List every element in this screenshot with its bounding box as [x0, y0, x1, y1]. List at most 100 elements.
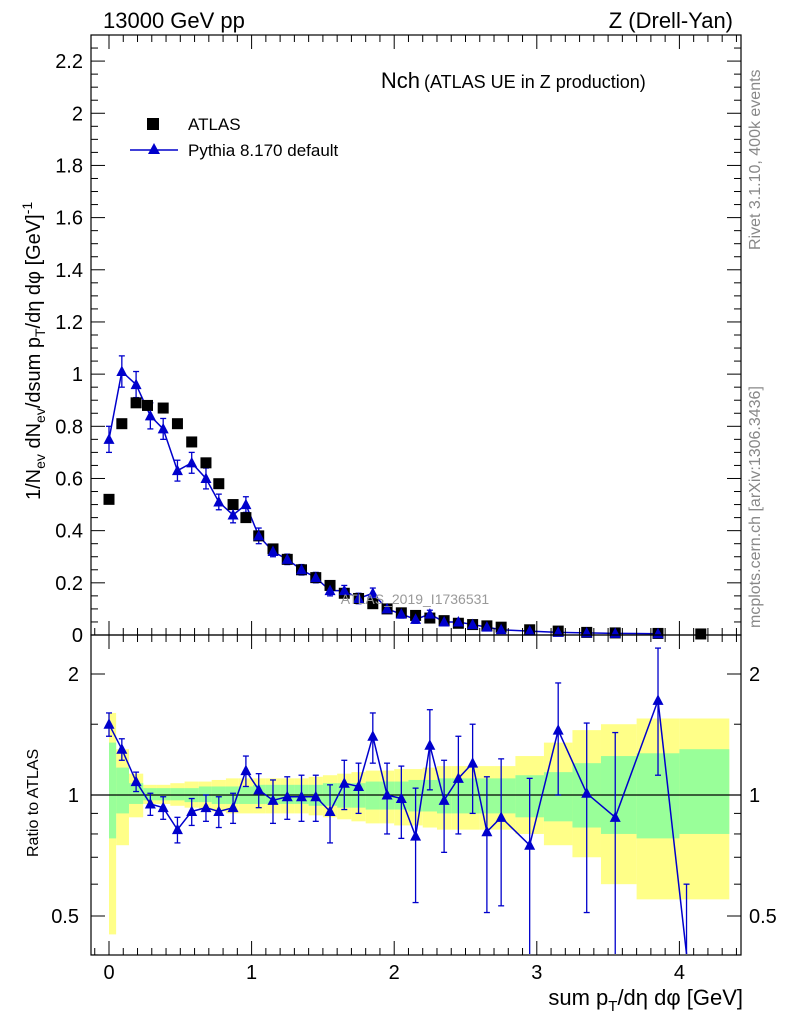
- pythia-ratio-point: [310, 790, 322, 802]
- stat-band-segment: [116, 767, 129, 814]
- pythia-ratio-point: [552, 724, 564, 735]
- ratio-panel: 0 1 2 3 4 0.5 0.5 1 1 2 2 Ratio to ATLAS sum pT/dη…: [25, 634, 777, 1015]
- legend: ATLAS Pythia 8.170 default: [130, 115, 339, 160]
- pythia-data-point: [481, 621, 493, 632]
- pythia-ratio-point: [157, 801, 169, 813]
- pythia-data-point: [171, 464, 183, 476]
- pythia-data-point: [495, 623, 507, 635]
- pythia-ratio-point: [281, 790, 293, 802]
- ratio-y-tick-label-right: 0.5: [749, 906, 777, 928]
- stat-band-segment: [494, 778, 516, 814]
- pythia-data-point: [324, 584, 336, 596]
- atlas-data-point: [103, 493, 115, 505]
- x-tick-label: 0: [103, 962, 114, 984]
- stat-band-segment: [156, 788, 171, 801]
- main-y-tick-label: 1.4: [55, 260, 83, 282]
- pythia-ratio-point: [253, 783, 265, 795]
- pythia-data-point: [338, 584, 350, 596]
- pythia-data-point: [213, 495, 225, 507]
- x-axis-label: sum pT/dη dφ [GeV]: [548, 985, 743, 1015]
- ratio-y-tick-label-right: 1: [749, 785, 760, 807]
- pythia-data-point: [438, 615, 450, 627]
- pythia-data-point: [130, 378, 142, 390]
- pythia-data-point: [186, 456, 198, 468]
- energy-label: 13000 GeV pp: [103, 8, 245, 33]
- main-y-tick-label: 1: [72, 364, 83, 386]
- pythia-data-point: [310, 571, 322, 583]
- atlas-data-point: [695, 628, 707, 640]
- pythia-ratio-point: [186, 805, 198, 816]
- pythia-data-point: [452, 615, 464, 627]
- process-label: Z (Drell-Yan): [609, 8, 733, 33]
- pythia-ratio-point: [381, 789, 393, 800]
- pythia-data-point: [552, 626, 564, 637]
- atlas-data-point: [130, 397, 142, 409]
- pythia-data-point: [281, 553, 293, 564]
- pythia-ratio-point: [410, 830, 422, 841]
- pythia-ratio-point: [438, 794, 450, 805]
- main-y-tick-label: 0.2: [55, 573, 83, 595]
- pythia-ratio-point: [609, 811, 621, 822]
- pythia-data-point: [253, 529, 265, 541]
- atlas-data-point: [200, 457, 212, 469]
- atlas-data-point: [116, 418, 128, 430]
- atlas-data-point: [171, 418, 183, 430]
- pythia-data-point: [116, 365, 128, 377]
- stat-band-segment: [422, 779, 437, 812]
- source-label: mcplots.cern.ch [arXiv:1306.3436]: [747, 386, 764, 628]
- x-tick-label: 3: [531, 962, 542, 984]
- pythia-data-point: [524, 625, 536, 636]
- atlas-data-point: [157, 402, 169, 414]
- pythia-ratio-point: [467, 757, 479, 768]
- main-y-tick-label: 0: [72, 625, 83, 647]
- stat-band-segment: [143, 788, 157, 801]
- pythia-ratio-point: [227, 801, 239, 813]
- main-y-tick-label: 1.2: [55, 312, 83, 334]
- pythia-data-point: [467, 618, 479, 630]
- stat-band-segment: [109, 742, 117, 839]
- atlas-data-point: [186, 436, 198, 448]
- pythia-data-point: [240, 498, 252, 510]
- pythia-data-point: [267, 545, 279, 557]
- pythia-ratio-point: [353, 780, 365, 791]
- pythia-ratio-point: [395, 792, 407, 804]
- pythia-ratio-point: [116, 743, 128, 754]
- atlas-data-point: [213, 478, 225, 490]
- pythia-data-point: [410, 613, 422, 624]
- pythia-data-point: [200, 472, 212, 483]
- rivet-version-label: Rivet 3.1.10, 400k events: [747, 69, 764, 250]
- pythia-ratio-point: [200, 801, 212, 813]
- pythia-ratio-point: [213, 805, 225, 816]
- pythia-data-point: [424, 608, 436, 619]
- stat-band-segment: [679, 749, 730, 834]
- pythia-ratio-point: [240, 764, 252, 776]
- x-tick-label: 4: [674, 962, 685, 984]
- plot-subtitle: (ATLAS UE in Z production): [424, 72, 646, 92]
- pythia-data-point: [144, 409, 156, 421]
- pythia-data-point: [381, 602, 393, 614]
- stat-band-segment: [198, 786, 212, 803]
- pythia-ratio-point: [452, 772, 464, 783]
- pythia-ratio-point: [103, 718, 115, 729]
- legend-pythia-label: Pythia 8.170 default: [188, 141, 339, 160]
- legend-atlas-label: ATLAS: [188, 115, 241, 134]
- atlas-data-point: [142, 399, 154, 411]
- pythia-data-point: [395, 608, 407, 619]
- pythia-ratio-point: [524, 839, 536, 850]
- pythia-ratio-point: [367, 730, 379, 741]
- ratio-y-axis-label: Ratio to ATLAS: [25, 749, 42, 857]
- ratio-y-tick-label-left: 2: [68, 664, 79, 686]
- pythia-ratio-point: [130, 775, 142, 787]
- pythia-data-point: [157, 422, 169, 434]
- plot-title: Nch: [381, 68, 420, 93]
- ratio-y-tick-label-right: 2: [749, 664, 760, 686]
- x-tick-label: 2: [389, 962, 400, 984]
- pythia-ratio-point: [481, 825, 493, 837]
- pythia-ratio-point: [338, 777, 350, 788]
- pythia-ratio-point: [144, 797, 156, 809]
- pythia-ratio-point: [296, 790, 308, 802]
- main-y-tick-label: 2.2: [55, 51, 83, 73]
- atlas-data-point: [240, 512, 252, 524]
- pythia-ratio-point: [495, 811, 507, 822]
